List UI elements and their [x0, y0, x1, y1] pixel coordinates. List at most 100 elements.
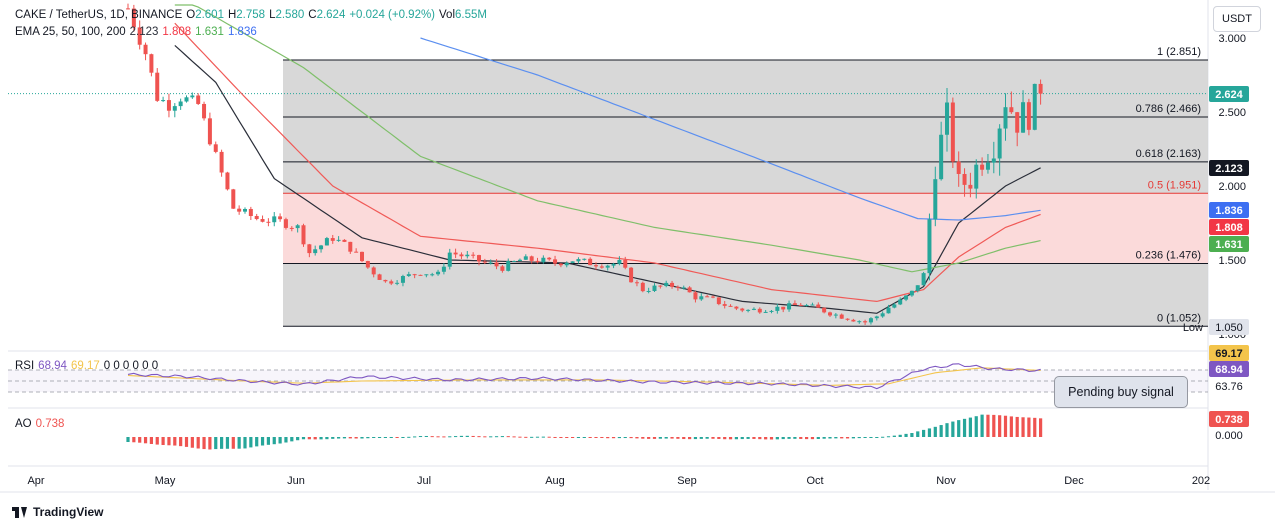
candle-body — [687, 287, 692, 293]
ao-bar — [360, 437, 364, 439]
candle-body — [289, 227, 294, 229]
ao-bar — [377, 437, 382, 438]
fib-zone-middle — [283, 193, 1208, 264]
ao-bar — [126, 437, 130, 442]
ao-bar — [1009, 416, 1013, 437]
candle-body — [418, 274, 423, 276]
candle-body — [857, 321, 862, 323]
ao-bar — [652, 437, 657, 439]
ao-bar — [863, 437, 867, 438]
candle-body — [740, 308, 745, 311]
ao-bar — [500, 436, 504, 438]
rsi-value: 68.94 — [38, 360, 67, 372]
rsi-ma-badge: 69.17 — [1215, 348, 1243, 360]
ao-bar — [290, 437, 294, 442]
ao-bar — [775, 437, 779, 440]
ao-bar — [939, 425, 943, 437]
candle-body — [681, 287, 686, 289]
ao-bar — [1015, 416, 1019, 437]
rsi-legend[interactable]: RSI 68.94 69.17 0 0 0 0 0 0 — [15, 360, 158, 372]
ao-bar — [828, 437, 832, 439]
candle-body — [646, 290, 651, 292]
ao-bar — [401, 437, 405, 438]
candle-body — [517, 259, 522, 262]
candle-body — [898, 299, 903, 305]
candle-body — [781, 306, 786, 310]
high-value: 2.758 — [236, 9, 266, 21]
ao-bar — [307, 437, 311, 440]
ao-bar — [553, 436, 557, 438]
candle-body — [605, 265, 610, 268]
ao-bar — [840, 437, 844, 439]
candle-body — [424, 274, 429, 276]
candle-body — [260, 219, 265, 222]
candle-body — [143, 44, 148, 55]
candle-body — [699, 296, 704, 300]
candle-body — [658, 285, 663, 287]
candle-body — [324, 238, 329, 246]
candle-body — [874, 316, 879, 319]
ao-bar — [184, 437, 189, 447]
candle-body — [196, 95, 201, 104]
candle-body — [541, 257, 546, 263]
candle-body — [406, 274, 411, 277]
ao-bar — [752, 437, 756, 439]
ao-bar — [594, 437, 598, 438]
candle-body — [711, 296, 715, 298]
candle-body — [202, 103, 207, 119]
ao-legend[interactable]: AO 0.738 — [15, 418, 64, 430]
ao-bar — [968, 417, 972, 437]
ao-bar — [810, 437, 815, 440]
candle-body — [523, 256, 528, 260]
candle-body — [921, 273, 926, 286]
ao-bar — [284, 437, 288, 443]
candle-body — [371, 267, 376, 275]
candle-body — [500, 266, 505, 271]
candle-body — [787, 303, 792, 310]
currency-button[interactable]: USDT — [1213, 6, 1261, 32]
candle-body — [488, 262, 493, 264]
ao-bar — [951, 421, 955, 437]
ao-bar — [565, 437, 569, 438]
ao-bar — [623, 437, 627, 439]
candle-body — [436, 271, 441, 275]
ao-label: AO — [15, 418, 32, 430]
rsi-badge-bg — [1209, 361, 1249, 377]
ao-bar — [869, 437, 873, 438]
ao-bar — [875, 437, 879, 438]
candle-body — [360, 251, 364, 262]
candle-body — [172, 106, 177, 111]
candle-body — [243, 208, 247, 212]
ema-legend[interactable]: EMA 25, 50, 100, 200 2.123 1.808 1.631 1.836 — [15, 26, 261, 38]
close-value: 2.624 — [316, 9, 346, 21]
candle-body — [161, 100, 166, 102]
candle-body — [365, 261, 370, 268]
ao-bar — [916, 431, 920, 437]
close-label: C — [308, 9, 317, 21]
candle-body — [412, 274, 417, 276]
candle-body — [477, 255, 481, 262]
symbol-label[interactable]: CAKE / TetherUS, 1D, BINANCE — [15, 9, 183, 21]
candle-body — [1015, 112, 1020, 133]
ao-bar — [629, 437, 633, 439]
ao-bar — [576, 437, 581, 438]
time-axis-label: Oct — [806, 475, 823, 487]
candle-body — [822, 307, 827, 313]
candle-body — [301, 225, 306, 245]
ao-bar — [986, 414, 990, 437]
ao-axis-zero: 0.000 — [1215, 430, 1243, 442]
candle-body — [909, 290, 914, 296]
candle-body — [313, 249, 318, 254]
ao-bar — [793, 437, 797, 439]
ao-bar — [225, 437, 230, 449]
ao-bar — [641, 437, 645, 439]
tradingview-branding[interactable]: TradingView — [12, 505, 103, 519]
candle-body — [336, 239, 341, 241]
ao-bar — [173, 437, 177, 446]
ao-bar — [313, 437, 317, 440]
candle-body — [623, 259, 628, 268]
ao-bar — [922, 429, 926, 437]
ao-bar — [723, 437, 727, 440]
open-value: 2.601 — [195, 9, 224, 21]
